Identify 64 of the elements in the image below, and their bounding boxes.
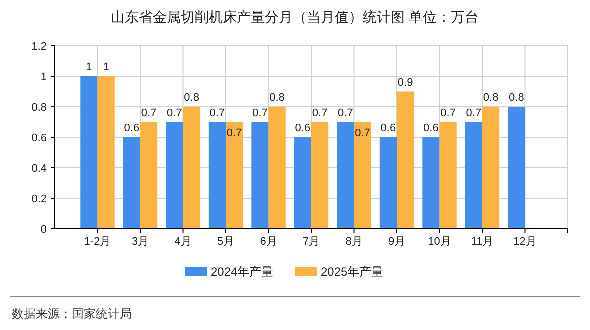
bar xyxy=(440,122,457,229)
source-note: 数据来源：国家统计局 xyxy=(12,307,132,321)
data-label: 1 xyxy=(86,62,92,74)
bar xyxy=(226,122,244,229)
bar xyxy=(508,107,526,229)
bar xyxy=(166,122,184,229)
bar xyxy=(294,138,312,229)
legend-label: 2025年产量 xyxy=(321,265,384,279)
bar xyxy=(123,138,140,229)
bar xyxy=(397,92,414,229)
data-label: 0.8 xyxy=(270,92,285,104)
data-label: 0.7 xyxy=(210,107,226,120)
bar xyxy=(208,122,226,229)
data-label: 0.8 xyxy=(184,92,200,104)
y-tick-label: 1 xyxy=(40,72,47,84)
x-tick-label: 5月 xyxy=(217,236,235,248)
x-tick-label: 1-2月 xyxy=(84,236,112,248)
data-label: 0.7 xyxy=(167,107,182,120)
data-label: 0.8 xyxy=(509,92,524,104)
bar xyxy=(98,76,115,229)
data-label: 0.7 xyxy=(141,107,157,120)
bar xyxy=(422,138,440,229)
x-tick-label: 12月 xyxy=(514,236,537,248)
y-tick-label: 1.2 xyxy=(32,41,47,53)
x-tick-label: 4月 xyxy=(174,236,192,248)
bar xyxy=(252,122,269,229)
x-tick-label: 10月 xyxy=(428,236,452,248)
bar xyxy=(140,122,158,229)
data-label: 0.7 xyxy=(440,107,456,120)
data-label: 0.6 xyxy=(380,122,396,134)
bar xyxy=(268,107,286,229)
data-label: 0.8 xyxy=(483,92,499,104)
bar xyxy=(183,107,200,229)
bar xyxy=(337,122,354,229)
data-label: 0.6 xyxy=(295,122,311,134)
x-tick-label: 3月 xyxy=(132,236,150,248)
data-label: 0.6 xyxy=(424,122,439,134)
data-label: 0.7 xyxy=(466,107,482,120)
data-label: 0.7 xyxy=(355,127,370,140)
x-tick-label: 11月 xyxy=(471,236,494,248)
data-label: 0.7 xyxy=(226,127,242,140)
bar xyxy=(380,138,397,229)
y-tick-label: 0.2 xyxy=(32,194,47,206)
bar xyxy=(465,122,482,229)
data-label: 0.7 xyxy=(252,107,268,120)
data-label: 0.9 xyxy=(398,76,414,89)
bar xyxy=(354,122,372,229)
data-label: 0.7 xyxy=(312,107,328,120)
x-tick-label: 9月 xyxy=(388,236,406,248)
x-tick-label: 6月 xyxy=(260,236,278,248)
y-tick-label: 0.8 xyxy=(32,102,47,114)
chart-title: 山东省金属切削机床产量分月（当月值）统计图 单位：万台 xyxy=(111,9,479,25)
bar xyxy=(482,107,500,229)
data-label: 0.7 xyxy=(338,107,354,120)
bar xyxy=(312,122,329,229)
x-tick-label: 7月 xyxy=(302,236,320,248)
legend-label: 2024年产量 xyxy=(211,265,274,279)
data-label: 0.6 xyxy=(124,122,140,134)
bar xyxy=(80,76,98,229)
y-tick-label: 0.4 xyxy=(32,163,47,175)
y-tick-label: 0.6 xyxy=(32,132,47,144)
x-tick-label: 8月 xyxy=(346,236,363,248)
y-tick-label: 0 xyxy=(40,224,47,236)
data-label: 1 xyxy=(103,62,110,74)
